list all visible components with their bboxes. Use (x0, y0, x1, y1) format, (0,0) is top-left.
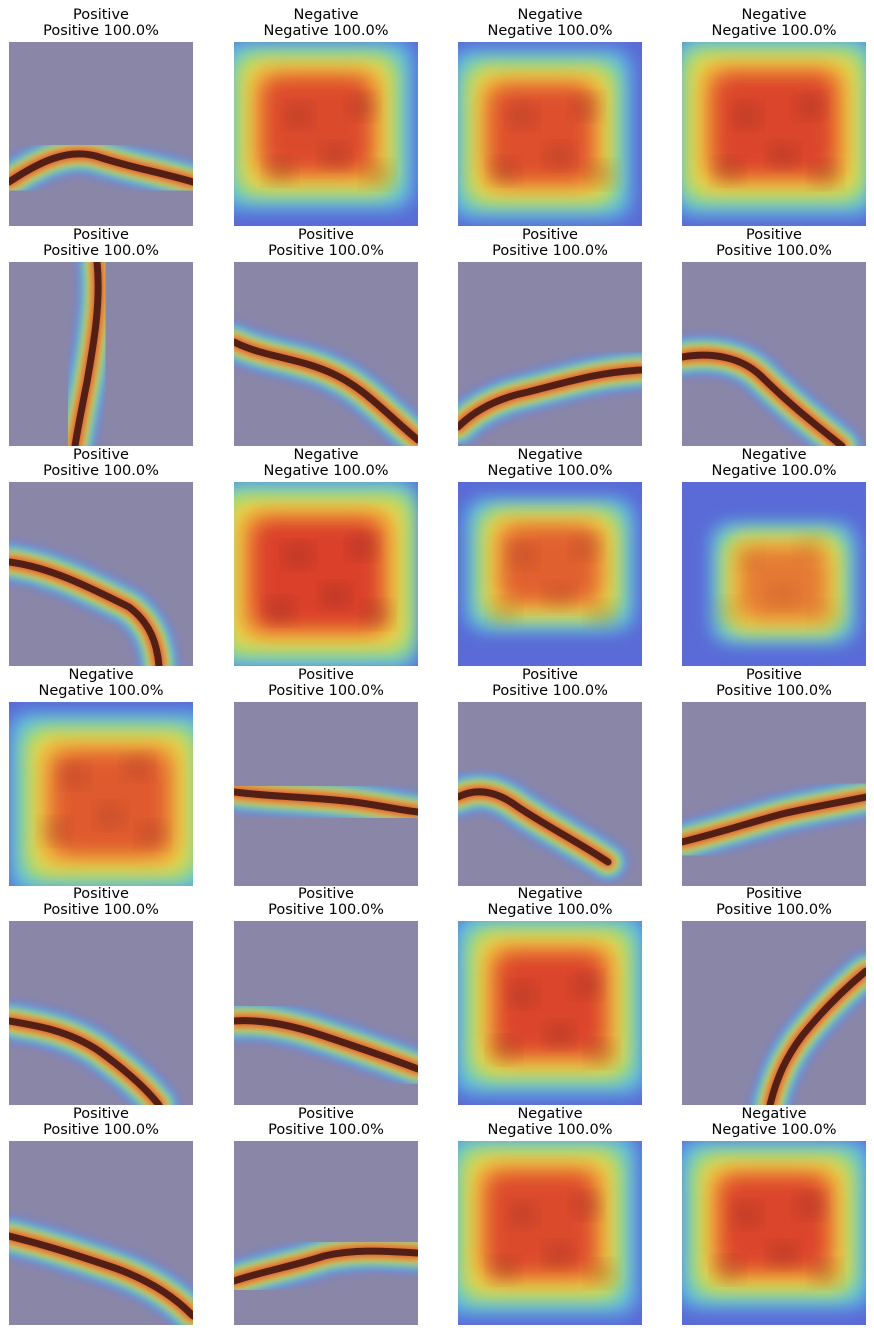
true-label: Negative (672, 447, 874, 463)
panel-title: Positive Positive 100.0% (672, 667, 874, 699)
true-label: Positive (0, 7, 203, 23)
prediction-label: Negative 100.0% (448, 1122, 652, 1138)
gradcam-heatmap-image (234, 42, 418, 226)
gradcam-heatmap-image (9, 262, 193, 446)
gradcam-heatmap-image (458, 702, 642, 886)
true-label: Positive (224, 1106, 428, 1122)
panel-title: Positive Positive 100.0% (0, 1106, 203, 1138)
panel-title: Negative Negative 100.0% (0, 667, 203, 699)
panel-title: Positive Positive 100.0% (672, 886, 874, 918)
true-label: Positive (672, 227, 874, 243)
prediction-label: Negative 100.0% (672, 1122, 874, 1138)
prediction-label: Positive 100.0% (448, 243, 652, 259)
prediction-label: Positive 100.0% (0, 463, 203, 479)
panel-title: Negative Negative 100.0% (448, 7, 652, 39)
gradcam-heatmap-image (458, 1141, 642, 1325)
true-label: Positive (224, 886, 428, 902)
prediction-label: Positive 100.0% (224, 1122, 428, 1138)
true-label: Negative (448, 1106, 652, 1122)
panel-title: Negative Negative 100.0% (672, 1106, 874, 1138)
prediction-label: Positive 100.0% (448, 683, 652, 699)
panel-title: Negative Negative 100.0% (448, 1106, 652, 1138)
panel-title: Negative Negative 100.0% (448, 447, 652, 479)
true-label: Negative (672, 7, 874, 23)
gradcam-heatmap-image (234, 921, 418, 1105)
gradcam-heatmap-image (682, 921, 866, 1105)
true-label: Positive (448, 667, 652, 683)
prediction-label: Positive 100.0% (0, 243, 203, 259)
gradcam-heatmap-image (234, 262, 418, 446)
gradcam-heatmap-image (458, 921, 642, 1105)
prediction-label: Positive 100.0% (0, 902, 203, 918)
prediction-label: Negative 100.0% (448, 23, 652, 39)
panel-title: Positive Positive 100.0% (224, 886, 428, 918)
panel-title: Negative Negative 100.0% (224, 447, 428, 479)
gradcam-heatmap-image (9, 42, 193, 226)
true-label: Positive (672, 667, 874, 683)
gradcam-heatmap-image (458, 262, 642, 446)
prediction-label: Negative 100.0% (224, 23, 428, 39)
panel-title: Positive Positive 100.0% (224, 227, 428, 259)
true-label: Negative (224, 447, 428, 463)
panel-title: Positive Positive 100.0% (0, 227, 203, 259)
panel-title: Positive Positive 100.0% (0, 7, 203, 39)
prediction-label: Positive 100.0% (672, 683, 874, 699)
true-label: Positive (672, 886, 874, 902)
true-label: Negative (448, 7, 652, 23)
panel-title: Positive Positive 100.0% (0, 886, 203, 918)
prediction-label: Positive 100.0% (224, 243, 428, 259)
gradcam-heatmap-image (682, 482, 866, 666)
panel-title: Positive Positive 100.0% (0, 447, 203, 479)
true-label: Positive (224, 227, 428, 243)
panel-title: Positive Positive 100.0% (672, 227, 874, 259)
gradcam-heatmap-image (682, 42, 866, 226)
panel-title: Negative Negative 100.0% (672, 7, 874, 39)
true-label: Negative (0, 667, 203, 683)
true-label: Positive (0, 886, 203, 902)
true-label: Negative (448, 886, 652, 902)
prediction-label: Positive 100.0% (672, 243, 874, 259)
prediction-label: Negative 100.0% (672, 23, 874, 39)
panel-title: Negative Negative 100.0% (448, 886, 652, 918)
gradcam-heatmap-image (234, 1141, 418, 1325)
prediction-label: Negative 100.0% (224, 463, 428, 479)
gradcam-heatmap-image (234, 702, 418, 886)
prediction-label: Positive 100.0% (672, 902, 874, 918)
prediction-label: Positive 100.0% (0, 1122, 203, 1138)
panel-title: Positive Positive 100.0% (448, 667, 652, 699)
gradcam-heatmap-image (682, 1141, 866, 1325)
gradcam-heatmap-image (458, 482, 642, 666)
gradcam-heatmap-image (9, 702, 193, 886)
true-label: Positive (448, 227, 652, 243)
prediction-label: Negative 100.0% (672, 463, 874, 479)
prediction-label: Positive 100.0% (224, 902, 428, 918)
true-label: Positive (224, 667, 428, 683)
panel-title: Negative Negative 100.0% (672, 447, 874, 479)
panel-title: Negative Negative 100.0% (224, 7, 428, 39)
gradcam-heatmap-image (682, 262, 866, 446)
panel-title: Positive Positive 100.0% (224, 667, 428, 699)
gradcam-heatmap-image (234, 482, 418, 666)
gradcam-heatmap-image (9, 1141, 193, 1325)
prediction-label: Negative 100.0% (0, 683, 203, 699)
true-label: Positive (0, 227, 203, 243)
true-label: Positive (0, 1106, 203, 1122)
prediction-label: Negative 100.0% (448, 902, 652, 918)
true-label: Positive (0, 447, 203, 463)
gradcam-heatmap-image (9, 921, 193, 1105)
true-label: Negative (224, 7, 428, 23)
prediction-label: Positive 100.0% (224, 683, 428, 699)
true-label: Negative (448, 447, 652, 463)
gradcam-heatmap-image (9, 482, 193, 666)
true-label: Negative (672, 1106, 874, 1122)
prediction-label: Negative 100.0% (448, 463, 652, 479)
gradcam-heatmap-image (458, 42, 642, 226)
prediction-label: Positive 100.0% (0, 23, 203, 39)
gradcam-heatmap-image (682, 702, 866, 886)
panel-title: Positive Positive 100.0% (448, 227, 652, 259)
panel-title: Positive Positive 100.0% (224, 1106, 428, 1138)
